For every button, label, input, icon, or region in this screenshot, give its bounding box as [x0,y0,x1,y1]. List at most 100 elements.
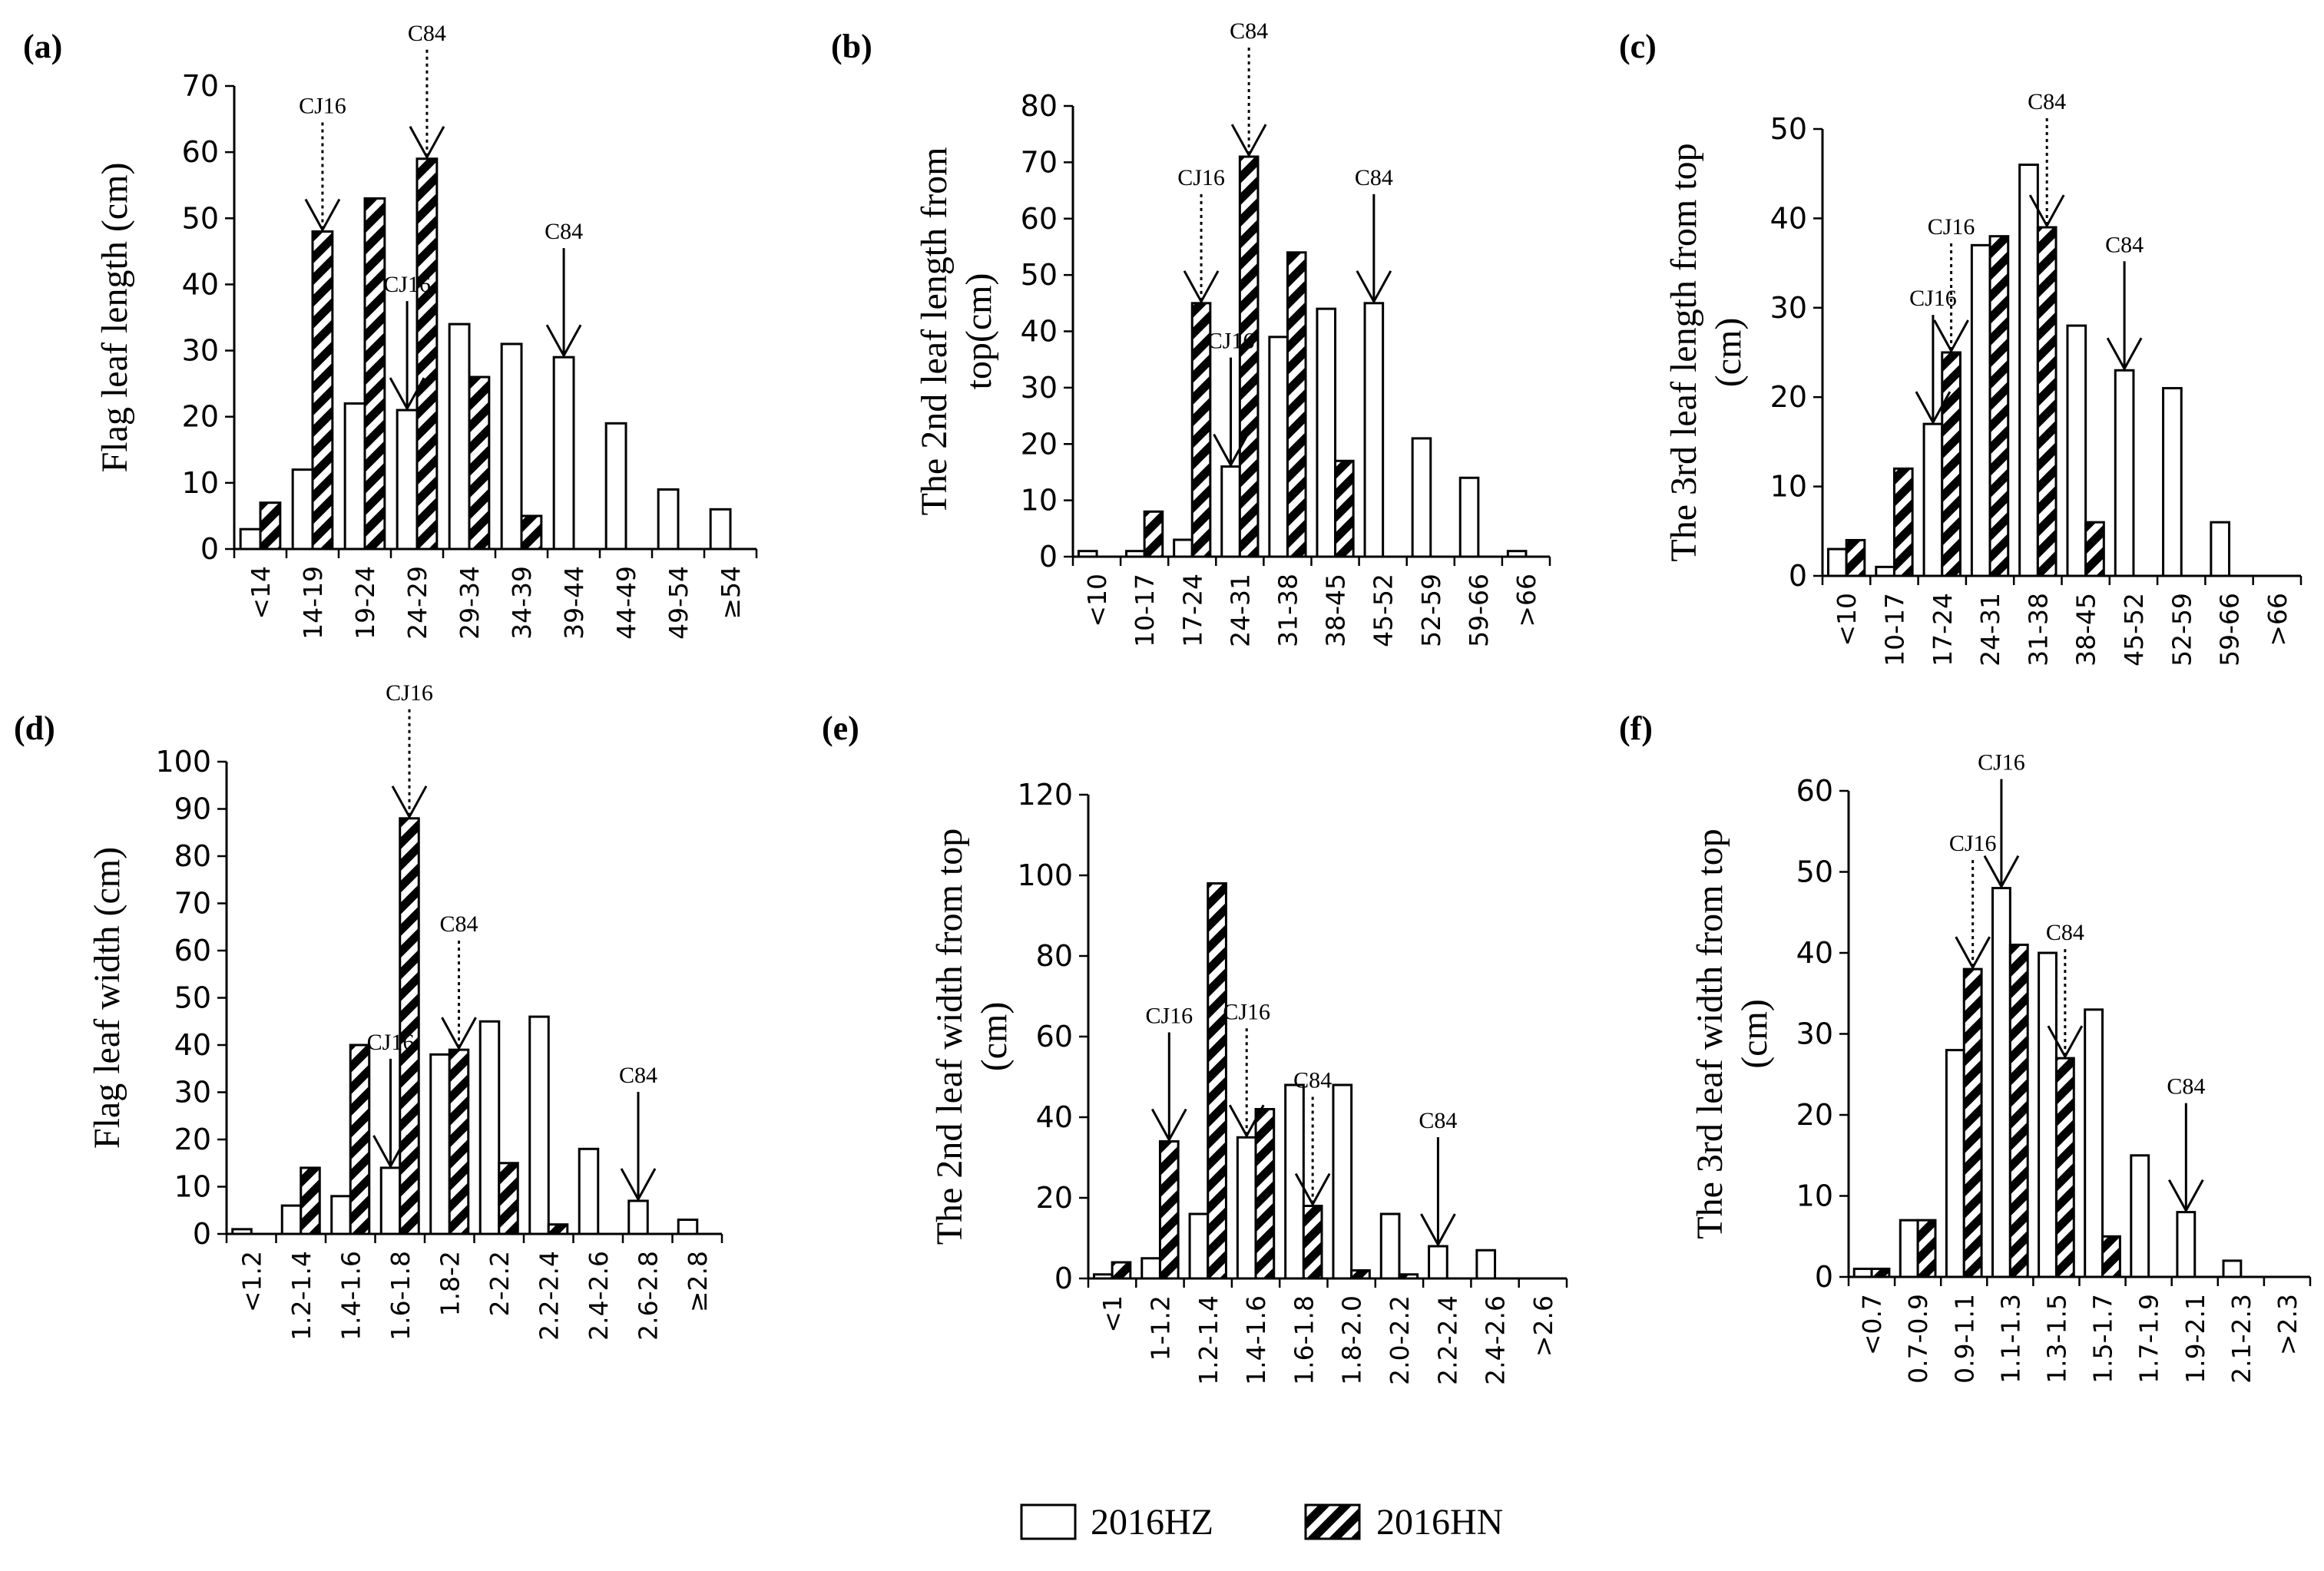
panel-d-annotation-text-2: C84 [439,911,478,937]
panel-f-annotation-head-3 [2168,1179,2204,1213]
panel-b-annotation-head-3 [1356,270,1392,304]
panel-c-xtick-label-9: >66 [2263,593,2293,647]
panel-a-xtick-label-9: ≥54 [716,566,746,620]
panel-a-label: (a) [23,28,62,65]
panel-e-bar-2016hn-0 [1111,1261,1132,1280]
panel-d-ytick-label-70: 70 [174,887,211,921]
panel-f-annotation-text-0: CJ16 [1949,831,1997,856]
panel-f-xtick-label-6: 1.7-1.9 [2134,1294,2164,1384]
panel-f-bar-2016hn-5 [2101,1235,2121,1278]
panel-a-xtick-label-0: <14 [246,566,276,620]
panel-a-xtick-label-2: 19-24 [350,566,380,640]
panel-a-ylabel: Flag leaf length (cm) [94,163,135,473]
panel-e-ylabel: The 2nd leaf width from top (cm) [929,828,1015,1245]
panel-d-ytick-label-20: 20 [174,1123,211,1156]
panel-b-annotation-head-2 [1230,124,1267,158]
panel-f-bar-2016hz-8 [2222,1259,2243,1278]
panel-d-bar-2016hz-5 [478,1020,501,1235]
panel-c-annotation-head-1 [1915,391,1952,425]
panel-b-bar-2016hn-1 [1143,510,1164,558]
panel-d-ytick-label-30: 30 [174,1076,211,1110]
panel-d-xtick-label-3: 1.6-1.8 [386,1251,415,1341]
panel-d-bar-2016hz-1 [280,1204,303,1235]
panel-c-xtick-label-3: 24-31 [1975,593,2005,666]
panel-d-annotation-head-2 [441,1017,477,1051]
panel-b-bar-2016hn-4 [1286,251,1307,558]
panel-a-xtick-label-4: 29-34 [455,566,485,640]
panel-b-ylabel-line1: The 2nd leaf length from [914,147,955,516]
panel-d-annotation-1: CJ16 [367,1030,414,1169]
panel-f-ylabel-line2: (cm) [1734,999,1775,1069]
panel-b-ytick-label-50: 50 [1021,258,1058,292]
panel-c-ytick-label-50: 50 [1770,112,1807,146]
panel-e-annotation-text-1: CJ16 [1223,999,1270,1024]
panel-b-bar-2016hz-8 [1458,476,1480,558]
panel-e-annotation-head-3 [1420,1213,1456,1248]
panel-b-xtick-label-4: 31-38 [1273,574,1303,647]
panel-b-annotation-3: C84 [1355,165,1393,304]
panel-b-ytick-label-30: 30 [1021,371,1058,405]
panel-f-xtick-label-8: 2.1-2.3 [2226,1294,2256,1384]
panel-c-xtick-label-0: <10 [1832,593,1862,647]
panel-a-annotation-head-2 [409,126,445,160]
panel-a-bar-2016hz-0 [239,528,262,551]
panel-f: (f) The 3rd leaf width from top (cm) 0 10 20 3… [1619,709,2312,1384]
panel-d-ylabel: Flag leaf width (cm) [87,847,127,1149]
panel-d-annotation-head-0 [391,786,428,819]
panel-e-annotation-head-0 [1150,1108,1187,1143]
panel-a-bar-2016hn-4 [468,375,491,551]
panel-c-xtick-label-4: 31-38 [2023,593,2053,666]
panel-c-bar-2016hn-1 [1892,467,1914,577]
panel-a-bar-2016hz-2 [343,402,366,551]
panel-d-bar-2016hz-8 [627,1199,649,1235]
panel-f-bar-2016hz-0 [1852,1267,1873,1278]
panel-b-annotation-head-0 [1183,270,1220,304]
panel-d-xtick-label-2: 1.4-1.6 [336,1251,366,1341]
panel-f-annotation-text-1: CJ16 [1978,750,2025,776]
panel-c-ylabel: The 3rd leaf length from top (cm) [1664,143,1749,561]
panel-a-xtick-label-5: 34-39 [507,566,537,640]
panel-f-bar-2016hz-1 [1899,1219,1919,1278]
panel-f-label: (f) [1619,709,1653,747]
panel-a-bar-2016hz-8 [657,488,680,551]
panel-b-xtick-label-9: >66 [1511,574,1541,627]
panel-e-ytick-label-60: 60 [1036,1020,1073,1053]
panel-b-bar-2016hz-5 [1316,307,1337,558]
panel-b: (b) The 2nd leaf length from top(cm) 0 10 20 3… [831,18,1551,647]
panel-c-annotation-head-3 [2106,337,2143,372]
panel-c: (c) The 3rd leaf length from top (cm) 0 10 20… [1619,28,2302,666]
legend: 2016HZ 2016HN [1020,1502,1503,1543]
panel-d-xtick-label-0: <1.2 [237,1251,266,1312]
panel-d-xtick-label-8: 2.6-2.8 [633,1251,663,1341]
panel-b-bar-2016hz-7 [1411,437,1432,558]
panel-e-bar-2016hn-4 [1302,1205,1323,1280]
panel-f-bar-2016hn-0 [1870,1267,1891,1278]
panel-e-bar-2016hz-8 [1475,1249,1497,1280]
panel-b-bar-2016hz-9 [1506,550,1528,558]
panel-c-xtick-label-2: 17-24 [1928,593,1958,666]
panel-d-bar-2016hz-4 [429,1053,451,1235]
panel-d-ytick-label-40: 40 [174,1028,211,1062]
panel-d-annotation-2: C84 [439,911,478,1051]
panel-d-bar-2016hn-6 [547,1223,569,1235]
panel-e-ytick-label-120: 120 [1017,778,1073,812]
panel-c-annotation-text-2: C84 [2028,89,2066,114]
panel-f-xtick-label-9: >2.3 [2273,1294,2302,1355]
panel-b-bar-2016hn-3 [1238,155,1260,558]
panel-b-xtick-label-2: 17-24 [1177,574,1207,647]
panel-d-bar-2016hn-5 [498,1162,519,1235]
legend-label-hn: 2016HN [1376,1502,1503,1543]
panel-a-annotation-head-3 [545,324,582,359]
panel-f-annotation-text-2: C84 [2046,920,2084,945]
panel-c-annotation-head-2 [2028,194,2065,229]
panel-f-ytick-label-20: 20 [1796,1098,1833,1132]
panel-c-bar-2016hz-2 [1922,422,1944,577]
panel-a-ytick-label-60: 60 [182,135,219,169]
panel-c-ylabel-line2: (cm) [1708,318,1749,388]
panel-d-annotation-3: C84 [619,1063,657,1202]
panel-a-bar-2016hz-9 [709,508,732,551]
panel-f-xtick-label-5: 1.5-1.7 [2088,1294,2118,1384]
panel-d-annotation-text-0: CJ16 [386,680,433,706]
panel-c-bar-2016hn-3 [1988,235,2010,577]
panel-c-annotation-text-1: CJ16 [1909,286,1957,311]
